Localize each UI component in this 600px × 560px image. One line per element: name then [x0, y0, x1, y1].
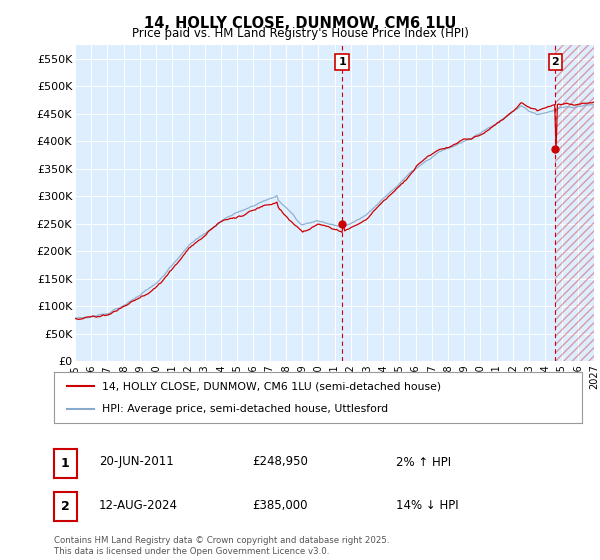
Text: 14, HOLLY CLOSE, DUNMOW, CM6 1LU: 14, HOLLY CLOSE, DUNMOW, CM6 1LU	[144, 16, 456, 31]
Text: 14% ↓ HPI: 14% ↓ HPI	[396, 498, 458, 512]
Text: £248,950: £248,950	[252, 455, 308, 469]
Text: 12-AUG-2024: 12-AUG-2024	[99, 498, 178, 512]
Text: 2: 2	[61, 500, 70, 513]
Text: 1: 1	[61, 456, 70, 470]
Text: 20-JUN-2011: 20-JUN-2011	[99, 455, 174, 469]
Text: 2: 2	[551, 57, 559, 67]
Text: 2% ↑ HPI: 2% ↑ HPI	[396, 455, 451, 469]
Text: Price paid vs. HM Land Registry's House Price Index (HPI): Price paid vs. HM Land Registry's House …	[131, 27, 469, 40]
Text: HPI: Average price, semi-detached house, Uttlesford: HPI: Average price, semi-detached house,…	[101, 404, 388, 414]
Text: £385,000: £385,000	[252, 498, 308, 512]
Text: 1: 1	[338, 57, 346, 67]
Text: Contains HM Land Registry data © Crown copyright and database right 2025.
This d: Contains HM Land Registry data © Crown c…	[54, 536, 389, 556]
Bar	[556, 45, 594, 361]
Text: 14, HOLLY CLOSE, DUNMOW, CM6 1LU (semi-detached house): 14, HOLLY CLOSE, DUNMOW, CM6 1LU (semi-d…	[101, 381, 440, 391]
